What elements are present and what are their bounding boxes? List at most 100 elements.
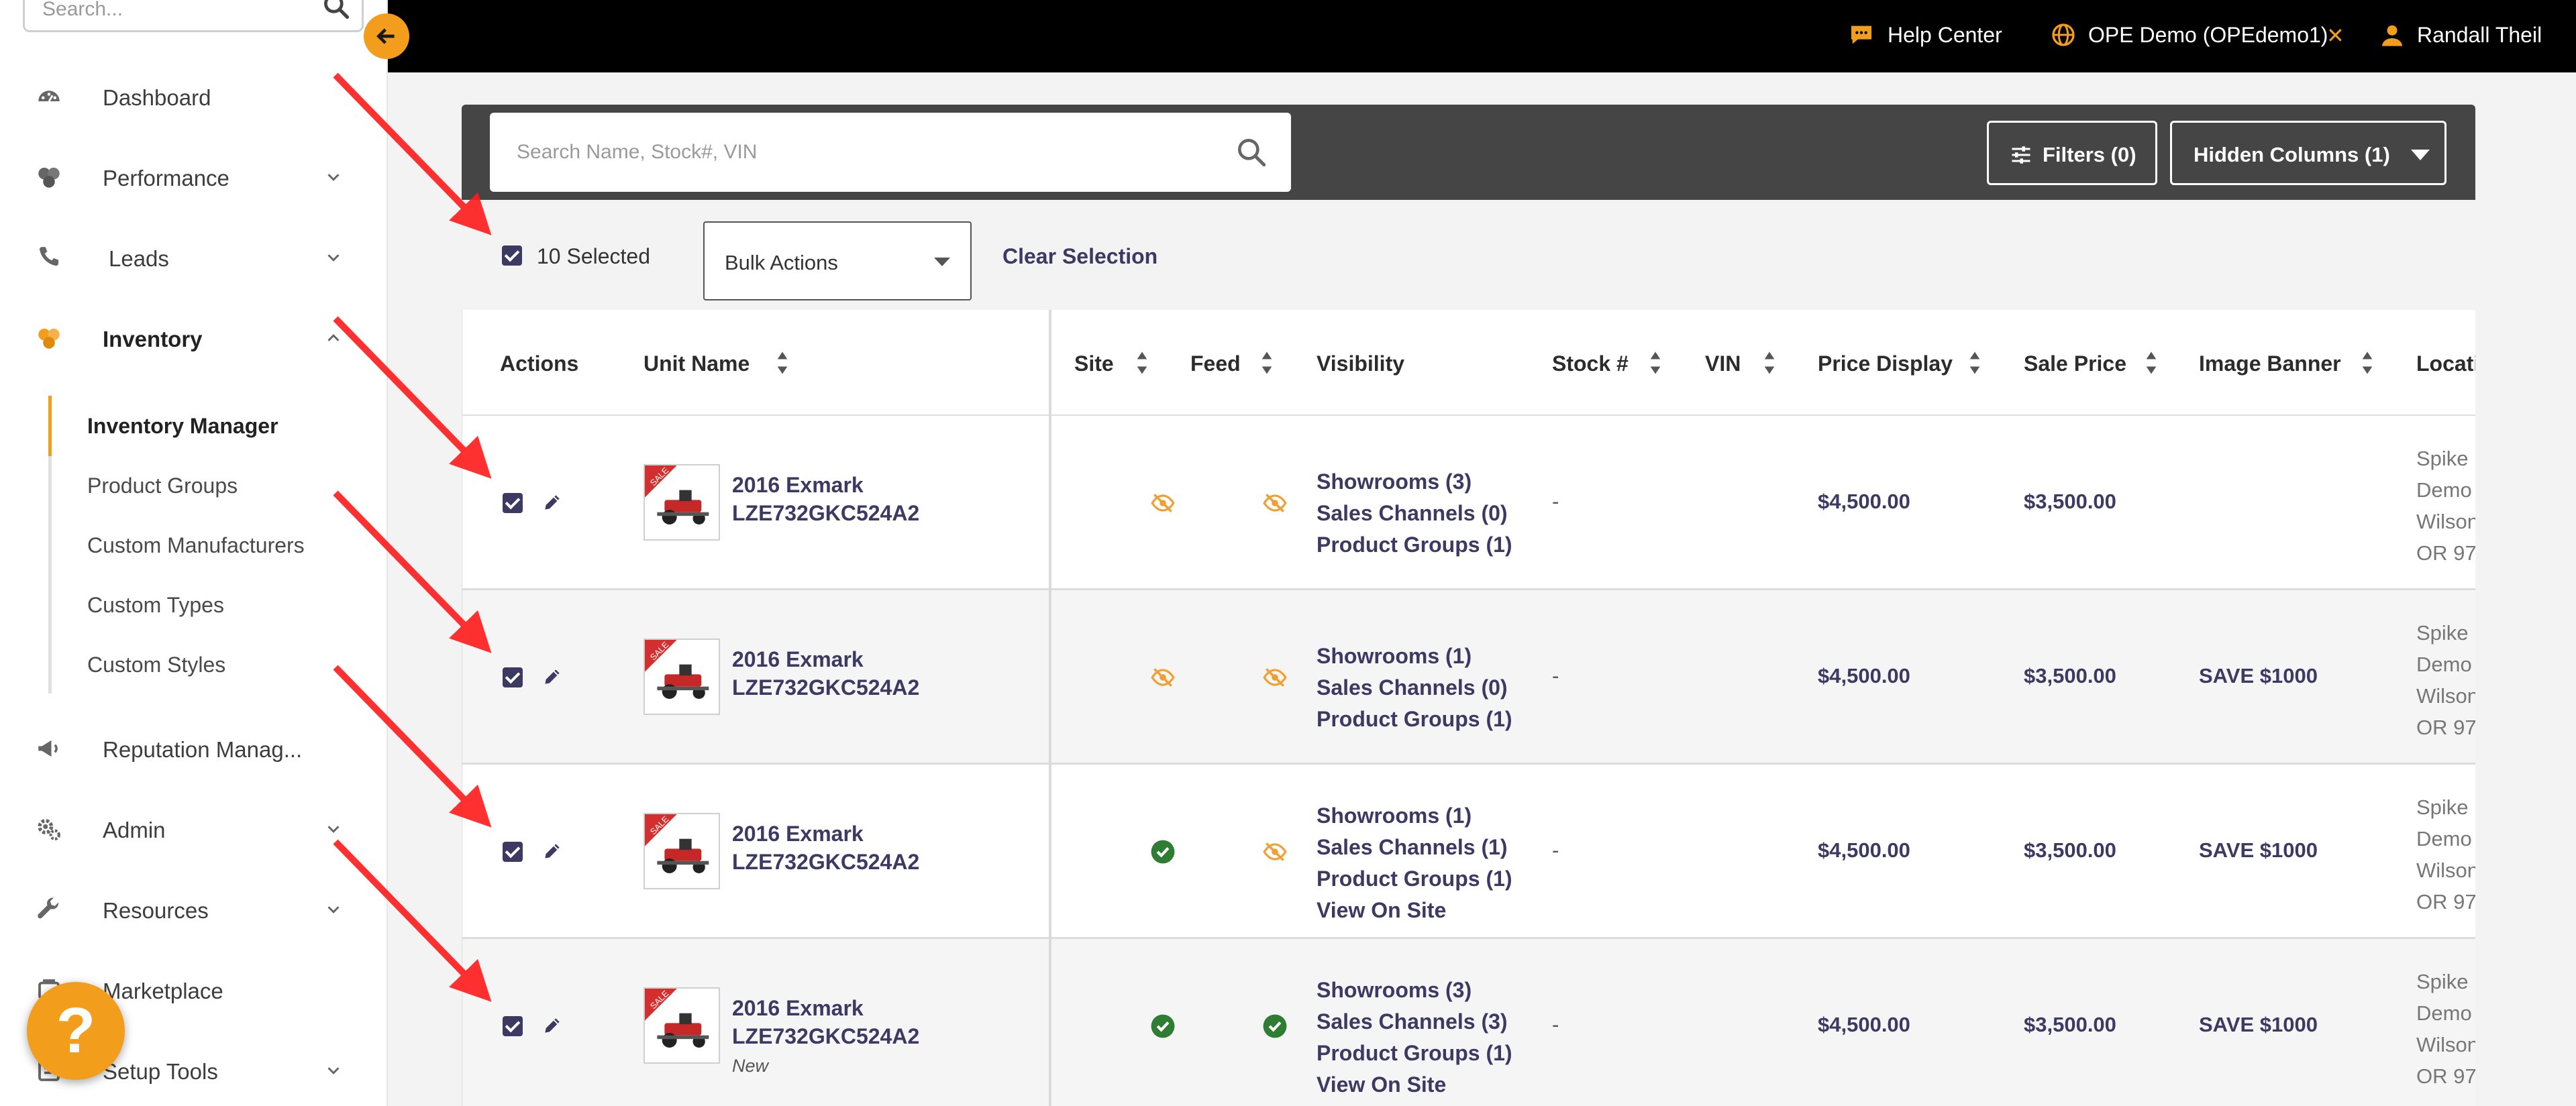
sort-icon[interactable] xyxy=(1967,350,1982,376)
phone-icon xyxy=(40,247,58,266)
sidebar-search-input[interactable]: Search... xyxy=(23,0,364,32)
check-circle-icon[interactable] xyxy=(1262,1013,1288,1039)
unit-model-link[interactable]: LZE732GKC524A2 xyxy=(732,850,920,874)
user-menu[interactable]: Randall Theil xyxy=(2417,23,2542,47)
unit-thumbnail[interactable]: SALE xyxy=(643,987,720,1064)
sort-icon[interactable] xyxy=(1762,350,1777,376)
close-icon[interactable]: ✕ xyxy=(2326,23,2345,48)
sort-icon[interactable] xyxy=(1135,350,1149,376)
table-row: SALE 2016 Exmark LZE732GKC524A2 New Showroom… xyxy=(462,939,2475,1106)
select-all-checkbox[interactable] xyxy=(502,245,522,266)
check-circle-icon[interactable] xyxy=(1150,1013,1176,1039)
unit-thumbnail[interactable]: SALE xyxy=(643,639,720,715)
gears-icon xyxy=(38,819,60,840)
product-groups-link[interactable]: Product Groups (1) xyxy=(1317,867,1512,891)
column-header-site[interactable]: Site xyxy=(1074,351,1114,376)
eye-slash-icon[interactable] xyxy=(1150,665,1176,690)
sort-icon[interactable] xyxy=(775,350,790,376)
unit-name-link[interactable]: 2016 Exmark xyxy=(732,647,864,671)
sort-icon[interactable] xyxy=(2144,350,2159,376)
sort-icon[interactable] xyxy=(2360,350,2375,376)
view-on-site-link[interactable]: View On Site xyxy=(1317,1072,1447,1097)
chevron-down-icon xyxy=(327,254,340,262)
column-header-unit-name[interactable]: Unit Name xyxy=(643,351,750,376)
column-header-feed[interactable]: Feed xyxy=(1190,351,1241,376)
sidebar-item-reputation[interactable]: Reputation Manag... xyxy=(0,718,388,779)
column-header-vin[interactable]: VIN xyxy=(1705,351,1741,376)
dealer-selector[interactable]: OPE Demo (OPEdemo1) xyxy=(2088,23,2328,47)
sales-channels-link[interactable]: Sales Channels (3) xyxy=(1317,1009,1508,1034)
product-groups-link[interactable]: Product Groups (1) xyxy=(1317,533,1512,557)
unit-thumbnail[interactable]: SALE xyxy=(643,813,720,889)
eye-slash-icon[interactable] xyxy=(1262,490,1288,516)
row-checkbox[interactable] xyxy=(503,842,523,862)
hidden-columns-button[interactable]: Hidden Columns (1) xyxy=(2170,121,2446,185)
unit-name-link[interactable]: 2016 Exmark xyxy=(732,822,864,846)
sidebar-subitem-custom-styles[interactable]: Custom Styles xyxy=(87,653,226,677)
column-header-image-banner[interactable]: Image Banner xyxy=(2199,351,2341,376)
sidebar-item-admin[interactable]: Admin xyxy=(0,799,388,859)
sidebar-search-placeholder: Search... xyxy=(42,0,123,20)
search-icon[interactable] xyxy=(321,0,351,21)
sidebar-item-resources[interactable]: Resources xyxy=(0,879,388,940)
sidebar-item-dashboard[interactable]: Dashboard xyxy=(0,66,388,127)
wrench-icon xyxy=(38,897,59,919)
column-header-actions: Actions xyxy=(500,351,579,376)
eye-slash-icon[interactable] xyxy=(1262,839,1288,865)
showrooms-link[interactable]: Showrooms (3) xyxy=(1317,978,1472,1002)
stock-number: - xyxy=(1552,490,1559,513)
sales-channels-link[interactable]: Sales Channels (1) xyxy=(1317,835,1508,859)
filters-button[interactable]: Filters (0) xyxy=(1987,121,2157,185)
sidebar-item-label: Leads xyxy=(109,246,169,271)
edit-icon[interactable] xyxy=(542,492,563,513)
sidebar-item-leads[interactable]: Leads xyxy=(0,227,388,288)
sidebar-subitem-inventory-manager[interactable]: Inventory Manager xyxy=(87,414,278,438)
sales-channels-link[interactable]: Sales Channels (0) xyxy=(1317,501,1508,525)
sidebar-item-label: Performance xyxy=(103,166,229,190)
unit-model-link[interactable]: LZE732GKC524A2 xyxy=(732,501,920,525)
clear-selection-link[interactable]: Clear Selection xyxy=(1002,244,1158,268)
sidebar-subitem-product-groups[interactable]: Product Groups xyxy=(87,474,238,498)
help-center-link[interactable]: Help Center xyxy=(1888,23,2002,47)
view-on-site-link[interactable]: View On Site xyxy=(1317,898,1447,922)
showrooms-link[interactable]: Showrooms (1) xyxy=(1317,644,1472,668)
sidebar-item-performance[interactable]: Performance xyxy=(0,147,388,207)
product-groups-link[interactable]: Product Groups (1) xyxy=(1317,1041,1512,1065)
sidebar-item-inventory[interactable]: Inventory xyxy=(0,308,388,368)
column-header-location[interactable]: Locati xyxy=(2416,351,2475,376)
caret-down-icon xyxy=(2411,150,2430,160)
product-groups-link[interactable]: Product Groups (1) xyxy=(1317,707,1512,731)
unit-thumbnail[interactable]: SALE xyxy=(643,464,720,541)
edit-icon[interactable] xyxy=(542,840,563,862)
sort-icon[interactable] xyxy=(1259,350,1274,376)
location-line: OR 97 xyxy=(2416,890,2475,914)
unit-name-link[interactable]: 2016 Exmark xyxy=(732,473,864,497)
sales-channels-link[interactable]: Sales Channels (0) xyxy=(1317,675,1508,700)
column-header-price-display[interactable]: Price Display xyxy=(1818,351,1953,376)
eye-slash-icon[interactable] xyxy=(1262,665,1288,690)
edit-icon[interactable] xyxy=(542,1015,563,1036)
sidebar-subitem-custom-types[interactable]: Custom Types xyxy=(87,593,224,617)
unit-model-link[interactable]: LZE732GKC524A2 xyxy=(732,1024,920,1048)
help-button[interactable]: ? xyxy=(27,982,125,1080)
row-checkbox[interactable] xyxy=(503,493,523,513)
sort-icon[interactable] xyxy=(1648,350,1663,376)
column-header-sale-price[interactable]: Sale Price xyxy=(2024,351,2126,376)
showrooms-link[interactable]: Showrooms (1) xyxy=(1317,804,1472,828)
unit-name-link[interactable]: 2016 Exmark xyxy=(732,996,864,1020)
sidebar-collapse-button[interactable] xyxy=(364,13,409,59)
sidebar-item-label: Dashboard xyxy=(103,85,211,110)
bulk-actions-select[interactable]: Bulk Actions xyxy=(703,221,972,300)
row-checkbox[interactable] xyxy=(503,1016,523,1036)
column-header-stock[interactable]: Stock # xyxy=(1552,351,1629,376)
eye-slash-icon[interactable] xyxy=(1150,490,1176,516)
showrooms-link[interactable]: Showrooms (3) xyxy=(1317,469,1472,494)
question-icon: ? xyxy=(56,995,96,1066)
unit-model-link[interactable]: LZE732GKC524A2 xyxy=(732,675,920,700)
sidebar-subitem-custom-manufacturers[interactable]: Custom Manufacturers xyxy=(87,533,305,557)
search-icon[interactable] xyxy=(1235,135,1268,169)
check-circle-icon[interactable] xyxy=(1150,839,1176,865)
edit-icon[interactable] xyxy=(542,666,563,687)
inventory-search-input[interactable]: Search Name, Stock#, VIN xyxy=(490,113,1291,192)
row-checkbox[interactable] xyxy=(503,667,523,687)
